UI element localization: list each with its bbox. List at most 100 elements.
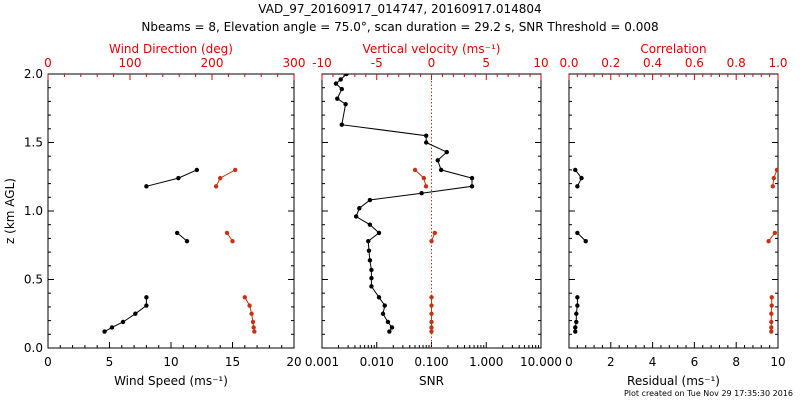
x-tick-label: 4 (649, 355, 657, 369)
data-point (771, 175, 777, 181)
data-point (250, 319, 256, 325)
data-point (369, 284, 374, 289)
top-axis-label: Vertical velocity (ms⁻¹) (363, 42, 501, 56)
data-point (387, 329, 392, 334)
data-point (769, 303, 774, 308)
x-tick-label: 5 (106, 355, 114, 369)
x-tick-label: 8 (732, 355, 740, 369)
data-point (366, 248, 372, 253)
data-point (583, 238, 588, 244)
data-point (144, 303, 149, 308)
data-point (769, 325, 774, 330)
data-point (579, 175, 584, 181)
footer-text: Plot created on Tue Nov 29 17:35:30 2016 (624, 389, 793, 398)
data-point (769, 319, 774, 325)
x-tick-label: 0.100 (414, 355, 448, 369)
data-point (339, 86, 345, 92)
data-point (429, 303, 434, 308)
plot-frame (568, 73, 779, 349)
data-point (367, 258, 373, 263)
data-point (423, 140, 429, 145)
data-layer (573, 167, 778, 334)
top-tick-label: 0.0 (559, 56, 578, 70)
data-point (194, 167, 200, 173)
x-tick-label: 6 (691, 355, 699, 369)
data-point (120, 319, 126, 325)
data-point (133, 311, 138, 316)
data-point (419, 190, 424, 196)
top-tick-label: 300 (283, 56, 306, 70)
data-point (353, 214, 359, 219)
series-line (335, 74, 473, 332)
series-line (146, 169, 198, 187)
data-point (444, 149, 449, 155)
data-point (766, 238, 771, 244)
data-point (249, 311, 254, 316)
top-tick-label: 0 (428, 56, 436, 70)
data-point (338, 77, 343, 82)
data-point (412, 167, 418, 173)
x-tick-label: 0.010 (360, 355, 394, 369)
x-tick-label: 10 (163, 355, 178, 369)
data-point (429, 295, 434, 300)
data-point (366, 238, 371, 244)
data-point (573, 329, 578, 334)
top-tick-label: 100 (119, 56, 142, 70)
x-tick-label: 20 (286, 355, 301, 369)
data-point (769, 311, 774, 316)
plot-frame (47, 73, 295, 349)
data-point (376, 230, 382, 236)
top-tick-label: -10 (312, 56, 332, 70)
data-point (575, 295, 580, 300)
data-point (770, 184, 775, 189)
top-tick-label: 0.6 (685, 56, 704, 70)
x-axis-label: Wind Speed (ms⁻¹) (114, 374, 228, 388)
x-tick-label: 2 (607, 355, 615, 369)
data-point (429, 238, 434, 244)
y-tick-label: 2.0 (24, 67, 43, 81)
panel-wind: 0 5 10 15 20 Wind Speed (ms⁻¹) 0 100 200 300 Wind … (3, 42, 305, 388)
top-tick-label: 0 (44, 56, 52, 70)
data-point (423, 184, 429, 189)
data-point (218, 175, 223, 181)
data-point (344, 74, 349, 77)
data-point (252, 329, 257, 334)
top-tick-label: 0.4 (643, 56, 662, 70)
data-point (343, 101, 348, 107)
data-point (574, 311, 579, 316)
top-tick-label: 200 (201, 56, 224, 70)
x-axis-label: SNR (419, 374, 444, 388)
x-tick-label: 0 (565, 355, 573, 369)
figure-title: VAD_97_20160917_014747, 20160917.014804 (258, 2, 541, 16)
top-tick-label: 5 (482, 56, 490, 70)
top-tick-label: 1.0 (768, 56, 787, 70)
data-point (573, 167, 578, 173)
data-point (769, 295, 774, 300)
data-point (385, 319, 391, 325)
y-tick-label: 0.5 (24, 273, 43, 287)
y-tick-label: 0.0 (24, 341, 43, 355)
data-point (380, 311, 386, 316)
data-point (435, 158, 440, 163)
x-tick-label: 1.000 (469, 355, 503, 369)
data-point (184, 238, 190, 244)
top-tick-label: -5 (371, 56, 383, 70)
data-point (574, 319, 579, 325)
data-point (769, 329, 774, 334)
data-point (247, 303, 252, 308)
data-point (367, 197, 373, 203)
data-point (176, 175, 181, 181)
data-point (333, 81, 339, 86)
data-point (429, 329, 434, 334)
data-point (102, 329, 107, 334)
data-point (242, 295, 247, 300)
panel-residual: 0 2 4 6 8 10 Residual (ms⁻¹) 0.0 0.2 0.4 0.6 0.8 1.0… (559, 42, 787, 388)
data-point (421, 175, 427, 181)
data-point (144, 184, 149, 189)
data-point (573, 325, 578, 330)
data-point (423, 133, 429, 138)
data-point (382, 303, 387, 308)
figure-subtitle: Nbeams = 8, Elevation angle = 75.0°, sca… (141, 20, 658, 34)
data-layer (333, 74, 475, 334)
